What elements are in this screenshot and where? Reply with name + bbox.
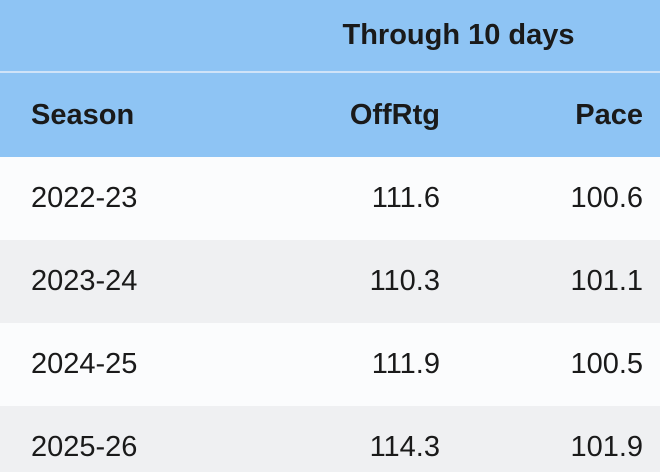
- offrtg-cell: 110.3: [273, 240, 458, 323]
- column-header-offrtg: OffRtg: [273, 72, 458, 157]
- table-header-row: Season OffRtg Pace: [0, 72, 660, 157]
- offrtg-cell: 114.3: [273, 406, 458, 472]
- column-header-season: Season: [0, 72, 273, 157]
- table-group-title: Through 10 days: [273, 0, 660, 73]
- offrtg-cell: 111.6: [273, 157, 458, 240]
- season-cell: 2024-25: [0, 323, 273, 406]
- table-row: 2024-25 111.9 100.5: [0, 323, 660, 406]
- pace-cell: 100.6: [458, 157, 660, 240]
- table-row: 2023-24 110.3 101.1: [0, 240, 660, 323]
- table-row: 2022-23 111.6 100.6: [0, 157, 660, 240]
- season-cell: 2022-23: [0, 157, 273, 240]
- pace-cell: 101.1: [458, 240, 660, 323]
- table-group-header-row: Through 10 days: [0, 0, 660, 73]
- offrtg-cell: 111.9: [273, 323, 458, 406]
- pace-cell: 101.9: [458, 406, 660, 472]
- season-cell: 2025-26: [0, 406, 273, 472]
- column-header-pace: Pace: [458, 72, 660, 157]
- pace-cell: 100.5: [458, 323, 660, 406]
- group-header-spacer: [0, 0, 273, 73]
- season-cell: 2023-24: [0, 240, 273, 323]
- table-row: 2025-26 114.3 101.9: [0, 406, 660, 472]
